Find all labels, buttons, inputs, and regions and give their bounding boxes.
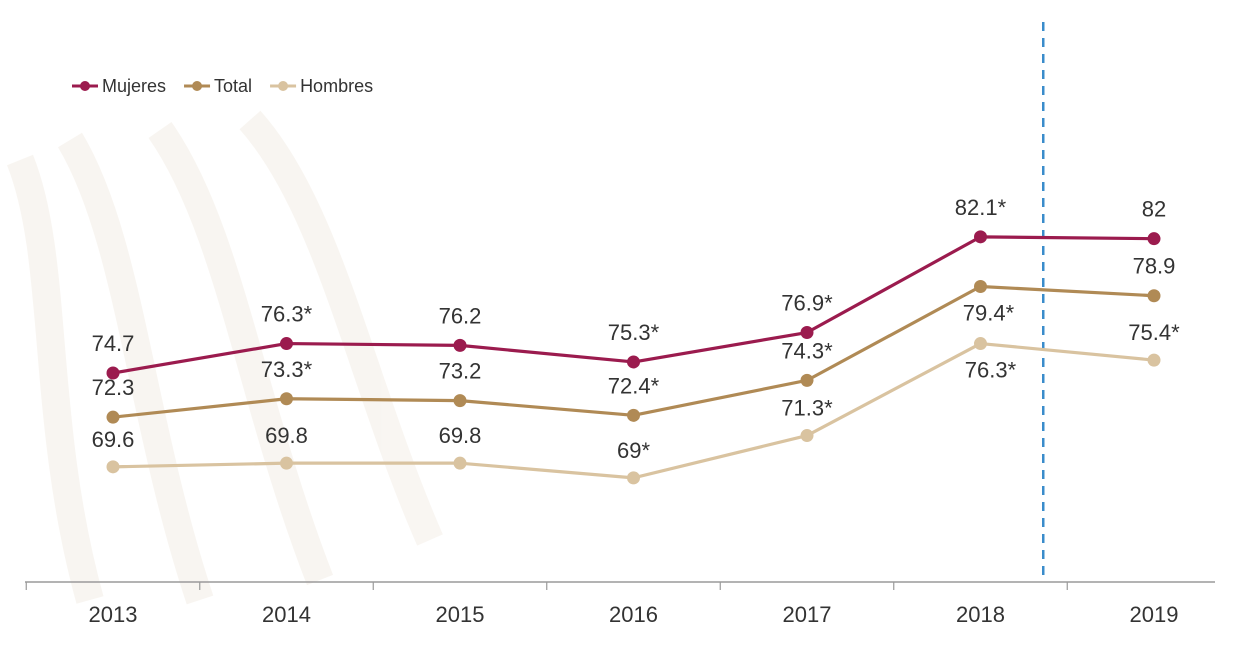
- data-label-mujeres: 76.2: [439, 303, 482, 328]
- data-point-total: [800, 373, 814, 387]
- data-label-total: 74.3*: [781, 338, 833, 363]
- data-label-hombres: 75.4*: [1128, 320, 1180, 345]
- data-point-mujeres: [280, 337, 293, 351]
- data-point-hombres: [106, 460, 120, 474]
- data-point-total: [974, 280, 987, 294]
- x-axis: 2013 2014 2015 2016 2017 2018 2019: [25, 581, 1215, 627]
- data-label-hombres: 69*: [617, 438, 650, 463]
- data-label-hombres: 71.3*: [781, 396, 833, 421]
- data-point-mujeres: [1147, 232, 1161, 246]
- legend-label-total: Total: [214, 76, 252, 96]
- data-label-mujeres: 82.1*: [955, 195, 1007, 220]
- data-point-mujeres: [106, 366, 120, 380]
- data-point-hombres: [280, 456, 293, 470]
- data-point-hombres: [1147, 353, 1161, 367]
- data-label-total: 78.9: [1133, 254, 1176, 279]
- data-label-mujeres: 74.7: [92, 331, 135, 356]
- legend-swatch-marker: [192, 81, 203, 91]
- data-label-mujeres: 76.3*: [261, 302, 313, 327]
- legend: Mujeres Total Hombres: [72, 76, 373, 96]
- data-label-total: 73.2: [439, 359, 482, 384]
- data-label-hombres: 69.8: [439, 423, 482, 448]
- data-point-mujeres: [453, 338, 467, 352]
- data-point-hombres: [800, 429, 814, 443]
- data-point-mujeres: [974, 230, 987, 244]
- x-tick-label: 2015: [436, 602, 485, 627]
- background-watermark: [6, 110, 443, 605]
- data-point-total: [106, 410, 120, 424]
- data-label-hombres: 69.6: [92, 427, 135, 452]
- data-point-hombres: [627, 471, 640, 485]
- legend-swatch-marker: [80, 81, 90, 91]
- data-label-hombres: 76.3*: [965, 358, 1017, 383]
- data-labels-group: 74.7 76.3* 76.2 75.3* 76.9* 82.1* 82 72.3 73.3* 7…: [92, 195, 1181, 463]
- data-point-total: [1147, 289, 1161, 303]
- data-label-hombres: 69.8: [265, 423, 308, 448]
- data-label-mujeres: 76.9*: [781, 291, 833, 316]
- legend-label-mujeres: Mujeres: [102, 76, 166, 96]
- data-point-mujeres: [800, 326, 814, 340]
- data-label-mujeres: 75.3*: [608, 320, 660, 345]
- x-tick-label: 2018: [956, 602, 1005, 627]
- data-label-total: 72.3: [92, 375, 135, 400]
- x-tick-label: 2014: [262, 602, 311, 627]
- data-label-mujeres: 82: [1142, 197, 1166, 222]
- data-label-total: 73.3*: [261, 357, 313, 382]
- x-tick-label: 2016: [609, 602, 658, 627]
- x-tick-label: 2017: [783, 602, 832, 627]
- data-point-mujeres: [627, 355, 640, 369]
- data-point-total: [627, 408, 640, 422]
- legend-label-hombres: Hombres: [300, 76, 373, 96]
- data-point-total: [453, 394, 467, 408]
- data-label-total: 79.4*: [963, 301, 1015, 326]
- data-point-hombres: [453, 456, 467, 470]
- series-group: [106, 230, 1161, 485]
- data-label-total: 72.4*: [608, 373, 660, 398]
- data-point-total: [280, 392, 293, 406]
- x-tick-label: 2013: [89, 602, 138, 627]
- data-point-hombres: [974, 337, 987, 351]
- x-tick-label: 2019: [1130, 602, 1179, 627]
- legend-swatch-marker: [278, 81, 289, 91]
